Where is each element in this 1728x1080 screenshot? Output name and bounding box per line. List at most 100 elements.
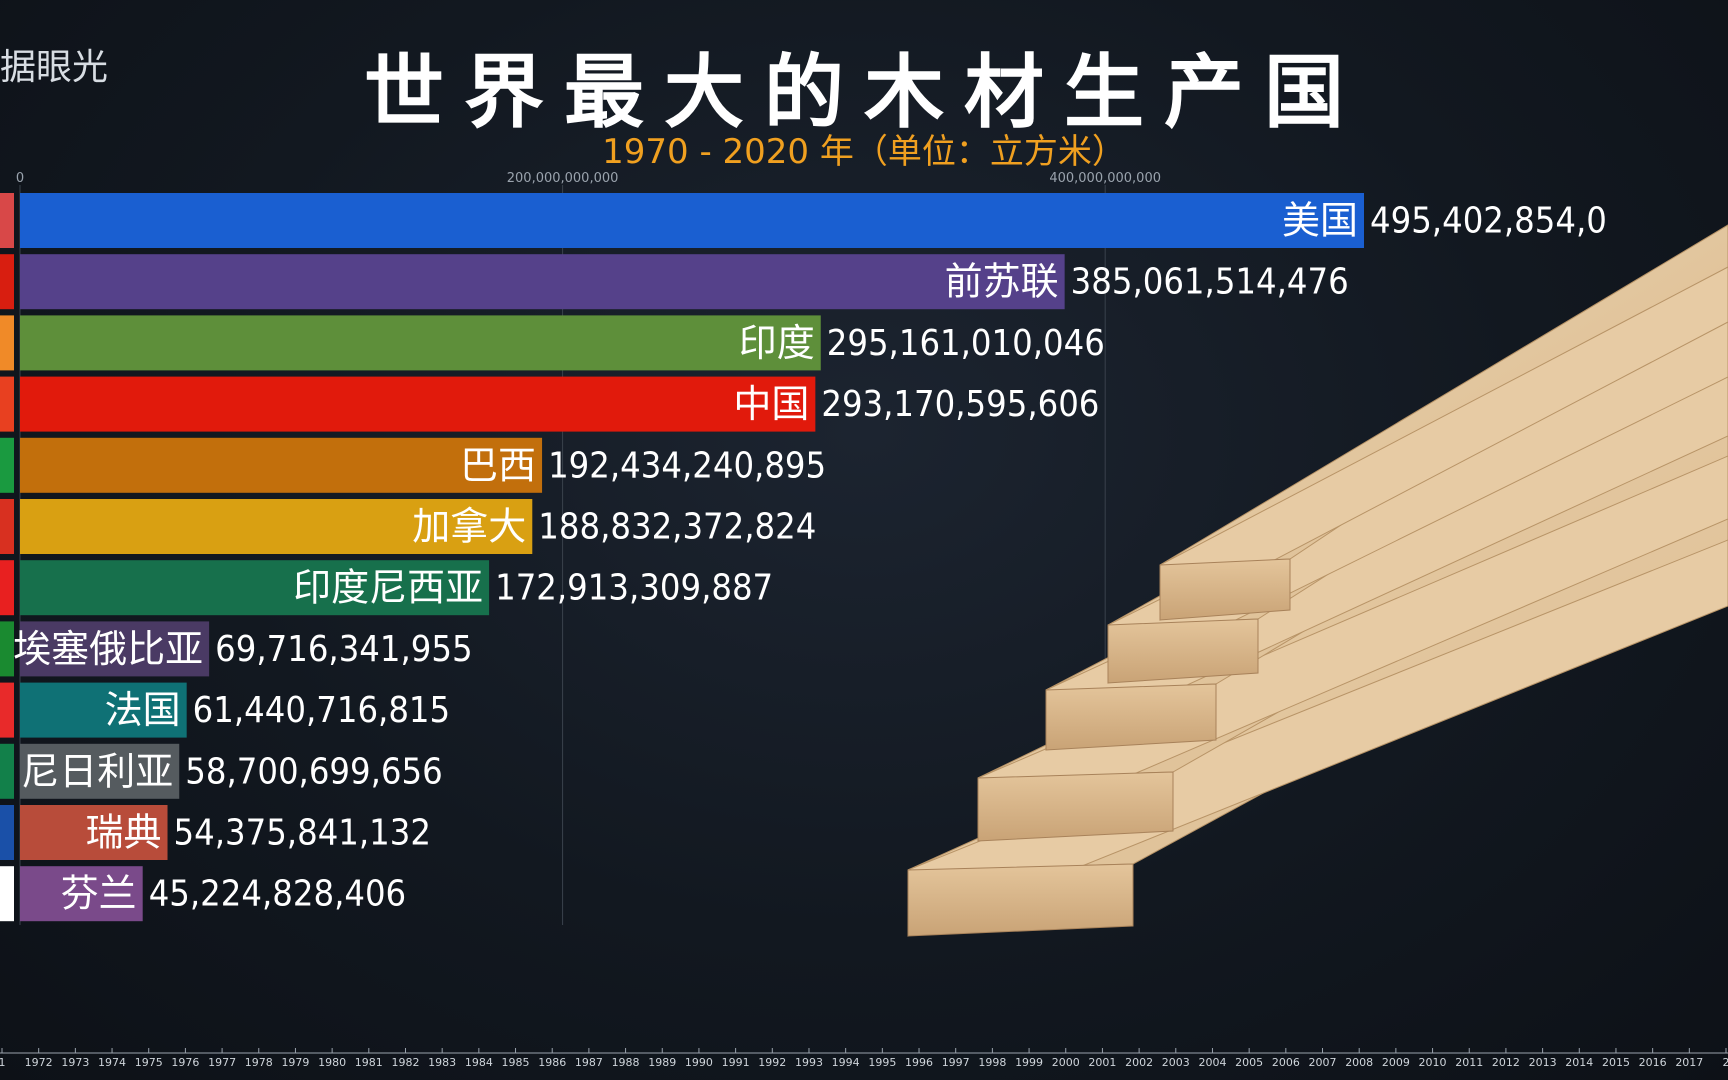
data-label: 495,402,854,0 [1370,201,1607,242]
timeline-year-label: 1981 [355,1056,383,1069]
flag-icon [0,743,14,799]
timeline-year-label: 1988 [612,1056,640,1069]
timeline-year-label: 2015 [1602,1056,1630,1069]
timeline-year-label: 2000 [1052,1056,1080,1069]
timeline-year-label: 1 [0,1056,6,1069]
timeline-year-label: 1994 [832,1056,860,1069]
board-end-grain [1045,683,1217,751]
bar-label: 美国 [1282,199,1358,243]
timeline-year-label: 1984 [465,1056,493,1069]
data-label: 61,440,716,815 [193,690,450,731]
flag-icon [0,254,14,310]
timeline-year-label: 2012 [1492,1056,1520,1069]
bar [20,499,533,554]
timeline-year-label: 1985 [502,1056,530,1069]
timeline-year-label: 1995 [868,1056,896,1069]
timeline-year-label: 1998 [978,1056,1006,1069]
bar [20,560,490,616]
timeline-year-label: 2004 [1198,1056,1226,1069]
year-timeline: 1 1972 1973 1974 1975 1976 1977 1978 1979 1980 198… [0,1048,1728,1069]
timeline-year-label: 1972 [25,1056,53,1069]
bar [20,315,821,371]
timeline-year-label: 1977 [208,1056,236,1069]
bar [20,437,543,493]
timeline-year-label: 2017 [1675,1056,1703,1069]
timeline-year-label: 2 [1723,1056,1728,1069]
timeline-year-label: 2011 [1455,1056,1483,1069]
timeline-year-label: 2002 [1125,1056,1153,1069]
data-label: 192,434,240,895 [548,445,826,486]
bar [20,376,816,432]
bar-label: 瑞典 [86,811,162,855]
timeline-year-label: 1975 [135,1056,163,1069]
timeline-year-label: 1993 [795,1056,823,1069]
bar [20,254,1065,310]
data-label: 295,161,010,046 [827,323,1105,364]
timeline-year-label: 2016 [1639,1056,1667,1069]
bar-label: 前苏联 [945,260,1059,304]
bar-label: 印度 [739,321,815,365]
x-axis-ticks: 0 200,000,000,000 400,000,000,000 [16,171,1161,186]
flag-icon [0,866,14,922]
bar [20,621,210,677]
flag-icon [0,621,14,677]
timeline-year-label: 2006 [1272,1056,1300,1069]
timeline-year-label: 2001 [1088,1056,1116,1069]
data-label: 172,913,309,887 [495,568,773,609]
flag-icon [0,560,14,616]
flag-icon [0,682,14,738]
timeline-year-label: 1982 [391,1056,419,1069]
bar [20,682,187,738]
timeline-year-label: 1990 [685,1056,713,1069]
bar-label: 巴西 [460,443,536,487]
timeline-year-label: 2010 [1419,1056,1447,1069]
chart-subtitle: 1970 - 2020 年（单位：立方米） [602,132,1126,172]
timeline-year-label: 1976 [171,1056,199,1069]
bar [20,866,143,922]
timeline-year-label: 1987 [575,1056,603,1069]
bar-label: 尼日利亚 [21,749,173,793]
chart-title: 世界最大的木材生产国 [364,46,1364,139]
board-end-grain [1107,618,1259,684]
flag-icon [0,376,14,432]
bar-label: 印度尼西亚 [293,566,483,610]
timeline-year-label: 2013 [1529,1056,1557,1069]
axis-tick-label: 0 [16,171,24,186]
board-end-grain [977,771,1174,842]
bars: 美国 495,402,854,0 前苏联 385,061,514,476 印度 295,1… [0,193,1607,922]
timeline-year-label: 1999 [1015,1056,1043,1069]
bar [20,193,1364,248]
bar-label: 埃塞俄比亚 [13,627,203,671]
flag-icon [0,437,14,493]
timeline-year-label: 1978 [245,1056,273,1069]
timeline-year-label: 1974 [98,1056,126,1069]
flag-icon [0,499,14,554]
timeline-year-label: 1980 [318,1056,346,1069]
timeline-year-label: 2009 [1382,1056,1410,1069]
timeline-year-label: 1973 [61,1056,89,1069]
bar [20,805,168,860]
flag-icon [0,805,14,860]
timeline-year-label: 1979 [281,1056,309,1069]
board-end-grain [1159,558,1291,621]
timeline-year-label: 1986 [538,1056,566,1069]
timeline-year-label: 1996 [905,1056,933,1069]
timeline-year-label: 2014 [1565,1056,1593,1069]
axis-tick-label: 400,000,000,000 [1049,171,1161,186]
data-label: 45,224,828,406 [149,874,406,915]
watermark: 据眼光 [0,47,109,88]
data-label: 58,700,699,656 [185,751,442,792]
flag-icon [0,193,14,248]
data-label: 385,061,514,476 [1071,262,1349,303]
bar [20,743,180,799]
bar-label: 加拿大 [412,505,526,549]
bar-label: 法国 [105,688,181,732]
timeline-year-label: 1997 [942,1056,970,1069]
timeline-year-label: 2008 [1345,1056,1373,1069]
bar-label: 中国 [733,382,809,426]
board-end-grain [907,863,1134,937]
axis-tick-label: 200,000,000,000 [507,171,619,186]
data-label: 293,170,595,606 [821,384,1099,425]
